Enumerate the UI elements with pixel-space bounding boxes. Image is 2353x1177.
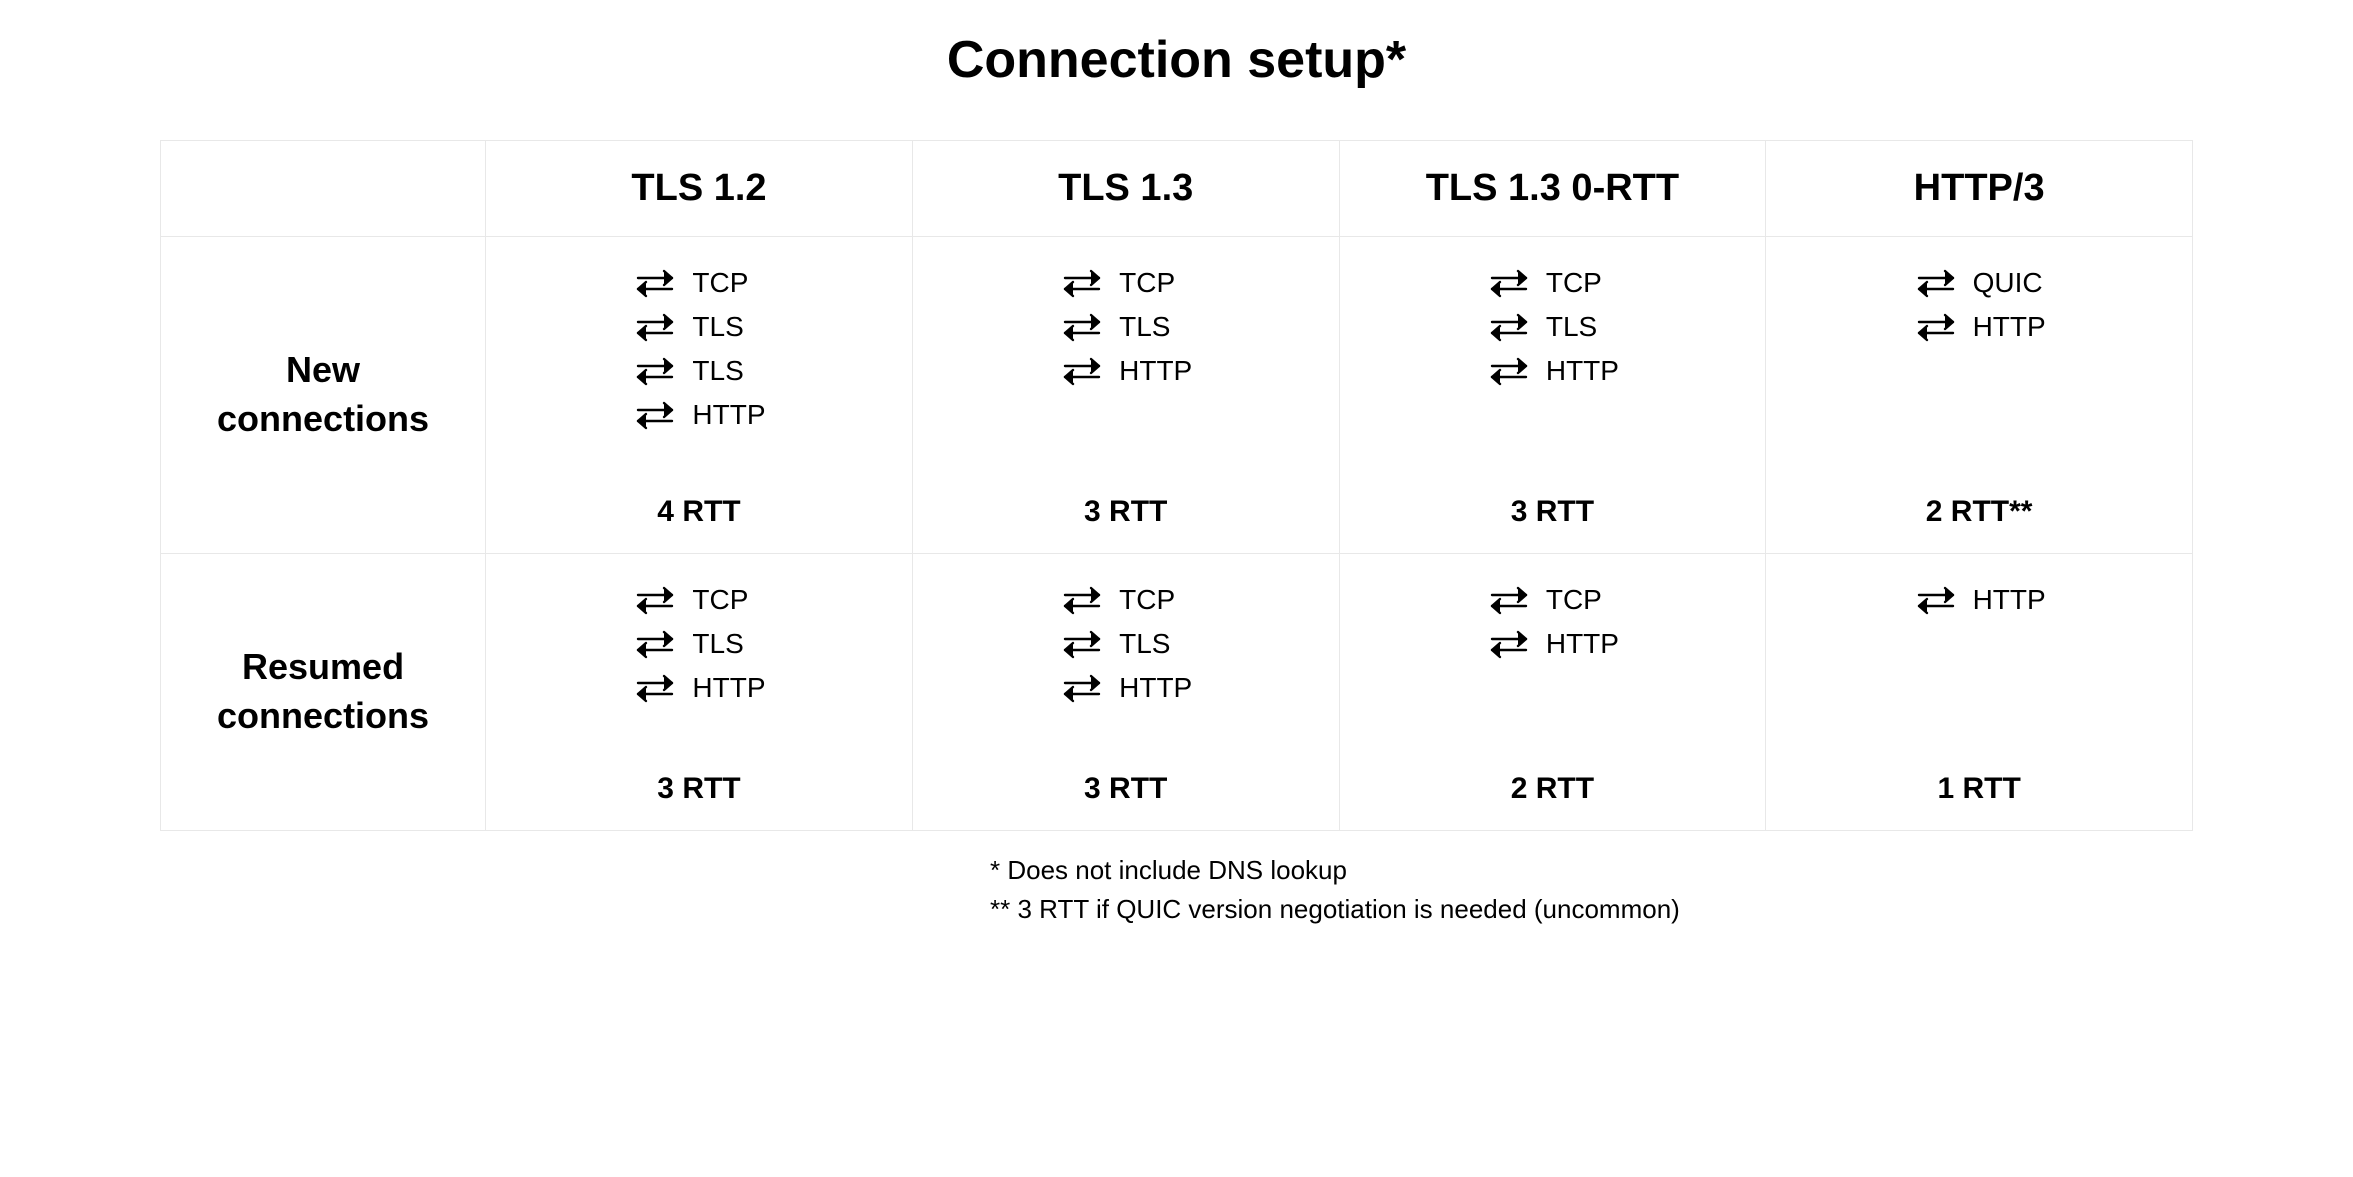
step-label: HTTP xyxy=(1973,584,2046,616)
step-label: TLS xyxy=(692,355,743,387)
page-title: Connection setup* xyxy=(160,30,2193,90)
table-cell: TCP TLS HTTP 3 RTT xyxy=(912,554,1339,831)
rtt-step: TLS xyxy=(1486,311,1619,343)
table-cell: QUIC HTTP 2 RTT** xyxy=(1766,237,2193,554)
rtt-step: HTTP xyxy=(1913,584,2046,616)
rtt-step: HTTP xyxy=(632,399,765,431)
connection-table: TLS 1.2 TLS 1.3 TLS 1.3 0-RTT HTTP/3 New… xyxy=(160,140,2193,831)
exchange-arrows-icon xyxy=(1486,312,1532,342)
row-header: Newconnections xyxy=(161,237,486,554)
table-cell: TCP HTTP 2 RTT xyxy=(1339,554,1766,831)
rtt-step: TCP xyxy=(1486,584,1619,616)
rtt-step: HTTP xyxy=(632,672,765,704)
rtt-step: TLS xyxy=(1059,311,1192,343)
table-cell: TCP TLS HTTP 3 RTT xyxy=(912,237,1339,554)
rtt-total: 2 RTT** xyxy=(1776,495,2182,529)
rtt-step: QUIC xyxy=(1913,267,2046,299)
col-header: HTTP/3 xyxy=(1766,141,2193,237)
rtt-step: TCP xyxy=(1486,267,1619,299)
corner-cell xyxy=(161,141,486,237)
rtt-total: 3 RTT xyxy=(923,772,1329,806)
exchange-arrows-icon xyxy=(1059,268,1105,298)
rtt-step: TCP xyxy=(632,267,765,299)
step-label: TLS xyxy=(1119,311,1170,343)
step-label: TCP xyxy=(1119,267,1175,299)
table-cell: TCP TLS HTTP 3 RTT xyxy=(1339,237,1766,554)
exchange-arrows-icon xyxy=(632,629,678,659)
exchange-arrows-icon xyxy=(632,585,678,615)
rtt-step: TCP xyxy=(1059,584,1192,616)
rtt-total: 2 RTT xyxy=(1350,772,1756,806)
exchange-arrows-icon xyxy=(1913,585,1959,615)
exchange-arrows-icon xyxy=(1059,585,1105,615)
step-label: HTTP xyxy=(1546,355,1619,387)
footnote: ** 3 RTT if QUIC version negotiation is … xyxy=(990,890,2193,929)
exchange-arrows-icon xyxy=(1059,312,1105,342)
step-label: TLS xyxy=(1546,311,1597,343)
rtt-total: 3 RTT xyxy=(496,772,902,806)
exchange-arrows-icon xyxy=(1486,585,1532,615)
exchange-arrows-icon xyxy=(1486,629,1532,659)
footnote: * Does not include DNS lookup xyxy=(990,851,2193,890)
step-label: HTTP xyxy=(1546,628,1619,660)
rtt-step: TLS xyxy=(1059,628,1192,660)
exchange-arrows-icon xyxy=(1059,673,1105,703)
step-label: TLS xyxy=(692,311,743,343)
exchange-arrows-icon xyxy=(632,400,678,430)
step-label: HTTP xyxy=(1119,355,1192,387)
step-label: HTTP xyxy=(1119,672,1192,704)
rtt-step: HTTP xyxy=(1486,628,1619,660)
step-label: TCP xyxy=(1546,584,1602,616)
step-label: TCP xyxy=(692,584,748,616)
exchange-arrows-icon xyxy=(1486,268,1532,298)
rtt-step: HTTP xyxy=(1486,355,1619,387)
exchange-arrows-icon xyxy=(1913,312,1959,342)
exchange-arrows-icon xyxy=(632,673,678,703)
step-label: TCP xyxy=(1546,267,1602,299)
step-label: TCP xyxy=(692,267,748,299)
exchange-arrows-icon xyxy=(1913,268,1959,298)
rtt-step: HTTP xyxy=(1059,672,1192,704)
exchange-arrows-icon xyxy=(1486,356,1532,386)
exchange-arrows-icon xyxy=(632,268,678,298)
step-label: HTTP xyxy=(692,399,765,431)
exchange-arrows-icon xyxy=(632,356,678,386)
rtt-step: TLS xyxy=(632,628,765,660)
table-cell: TCP TLS TLS HTTP 4 RTT xyxy=(486,237,913,554)
step-label: QUIC xyxy=(1973,267,2043,299)
rtt-total: 1 RTT xyxy=(1776,772,2182,806)
table-cell: TCP TLS HTTP 3 RTT xyxy=(486,554,913,831)
rtt-total: 3 RTT xyxy=(1350,495,1756,529)
col-header: TLS 1.3 xyxy=(912,141,1339,237)
rtt-total: 3 RTT xyxy=(923,495,1329,529)
step-label: HTTP xyxy=(1973,311,2046,343)
rtt-step: HTTP xyxy=(1913,311,2046,343)
rtt-total: 4 RTT xyxy=(496,495,902,529)
col-header: TLS 1.2 xyxy=(486,141,913,237)
rtt-step: TLS xyxy=(632,311,765,343)
table-cell: HTTP 1 RTT xyxy=(1766,554,2193,831)
rtt-step: TLS xyxy=(632,355,765,387)
step-label: HTTP xyxy=(692,672,765,704)
col-header: TLS 1.3 0-RTT xyxy=(1339,141,1766,237)
rtt-step: HTTP xyxy=(1059,355,1192,387)
step-label: TLS xyxy=(692,628,743,660)
step-label: TLS xyxy=(1119,628,1170,660)
rtt-step: TCP xyxy=(1059,267,1192,299)
footnotes: * Does not include DNS lookup ** 3 RTT i… xyxy=(990,851,2193,929)
row-header: Resumedconnections xyxy=(161,554,486,831)
rtt-step: TCP xyxy=(632,584,765,616)
exchange-arrows-icon xyxy=(1059,356,1105,386)
exchange-arrows-icon xyxy=(632,312,678,342)
step-label: TCP xyxy=(1119,584,1175,616)
exchange-arrows-icon xyxy=(1059,629,1105,659)
